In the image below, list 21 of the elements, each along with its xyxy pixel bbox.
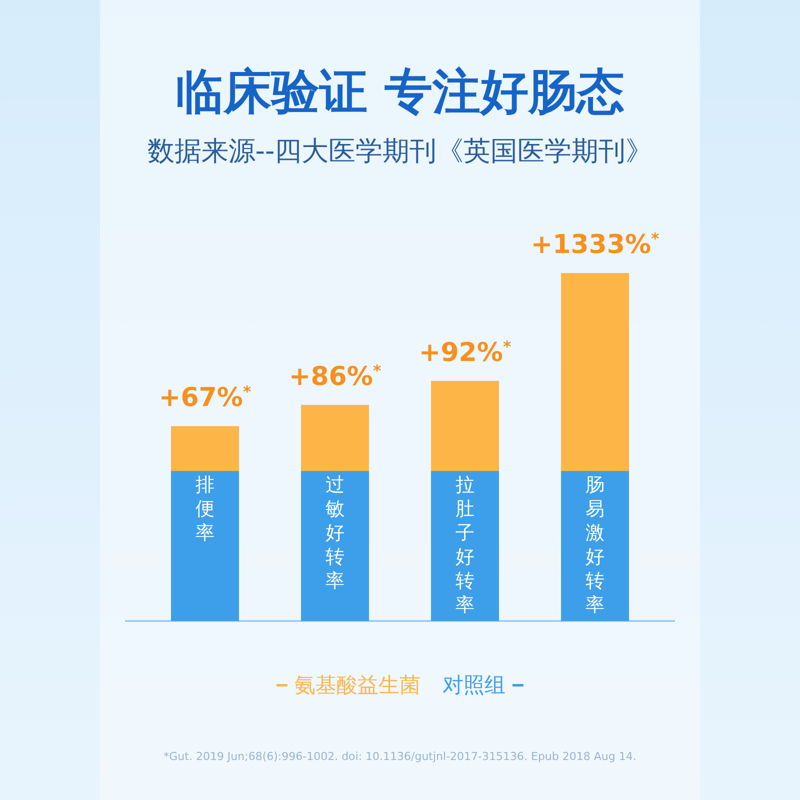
bar xyxy=(431,471,499,621)
annotation: +67%$^{*}$ xyxy=(158,383,252,414)
bar xyxy=(561,471,629,621)
chart-subtitle: 数据来源--四大医学期刊《英国医学期刊》 xyxy=(147,136,653,167)
bar xyxy=(171,426,239,472)
x-tick-label: 排便率 xyxy=(196,474,214,544)
bar xyxy=(301,471,369,621)
bar xyxy=(171,471,239,621)
text: 对照组 xyxy=(442,673,506,697)
bar xyxy=(301,404,369,472)
text: *Gut. 2019 Jun;68(6):996-1002. doi: 10.1136/gutjnl-2017-315136. Epub 2018 Aug 14. xyxy=(164,750,636,763)
chart-title: 临床验证 专注好肠态 xyxy=(176,64,624,120)
bar xyxy=(561,273,629,472)
x-tick-label: 过敏好转率 xyxy=(326,474,344,592)
x-tick-label: 拉肚子好转率 xyxy=(456,474,474,616)
legend-label: 氨基酸益生菌 xyxy=(294,673,420,697)
text: +1333%$^{*}$ xyxy=(530,230,660,260)
bar xyxy=(431,380,499,472)
annotation: +92%$^{*}$ xyxy=(418,338,512,368)
x-tick-label: 肠易激好转率 xyxy=(586,474,604,616)
annotation: +86%$^{*}$ xyxy=(288,362,382,392)
